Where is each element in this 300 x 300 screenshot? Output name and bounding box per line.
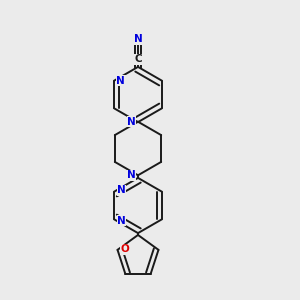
Text: C: C [134,54,142,64]
Text: N: N [127,170,136,180]
Text: N: N [134,34,142,44]
Text: N: N [127,117,136,127]
Text: N: N [116,76,125,86]
Text: O: O [120,244,129,254]
Text: N: N [117,216,126,226]
Text: N: N [117,185,126,195]
